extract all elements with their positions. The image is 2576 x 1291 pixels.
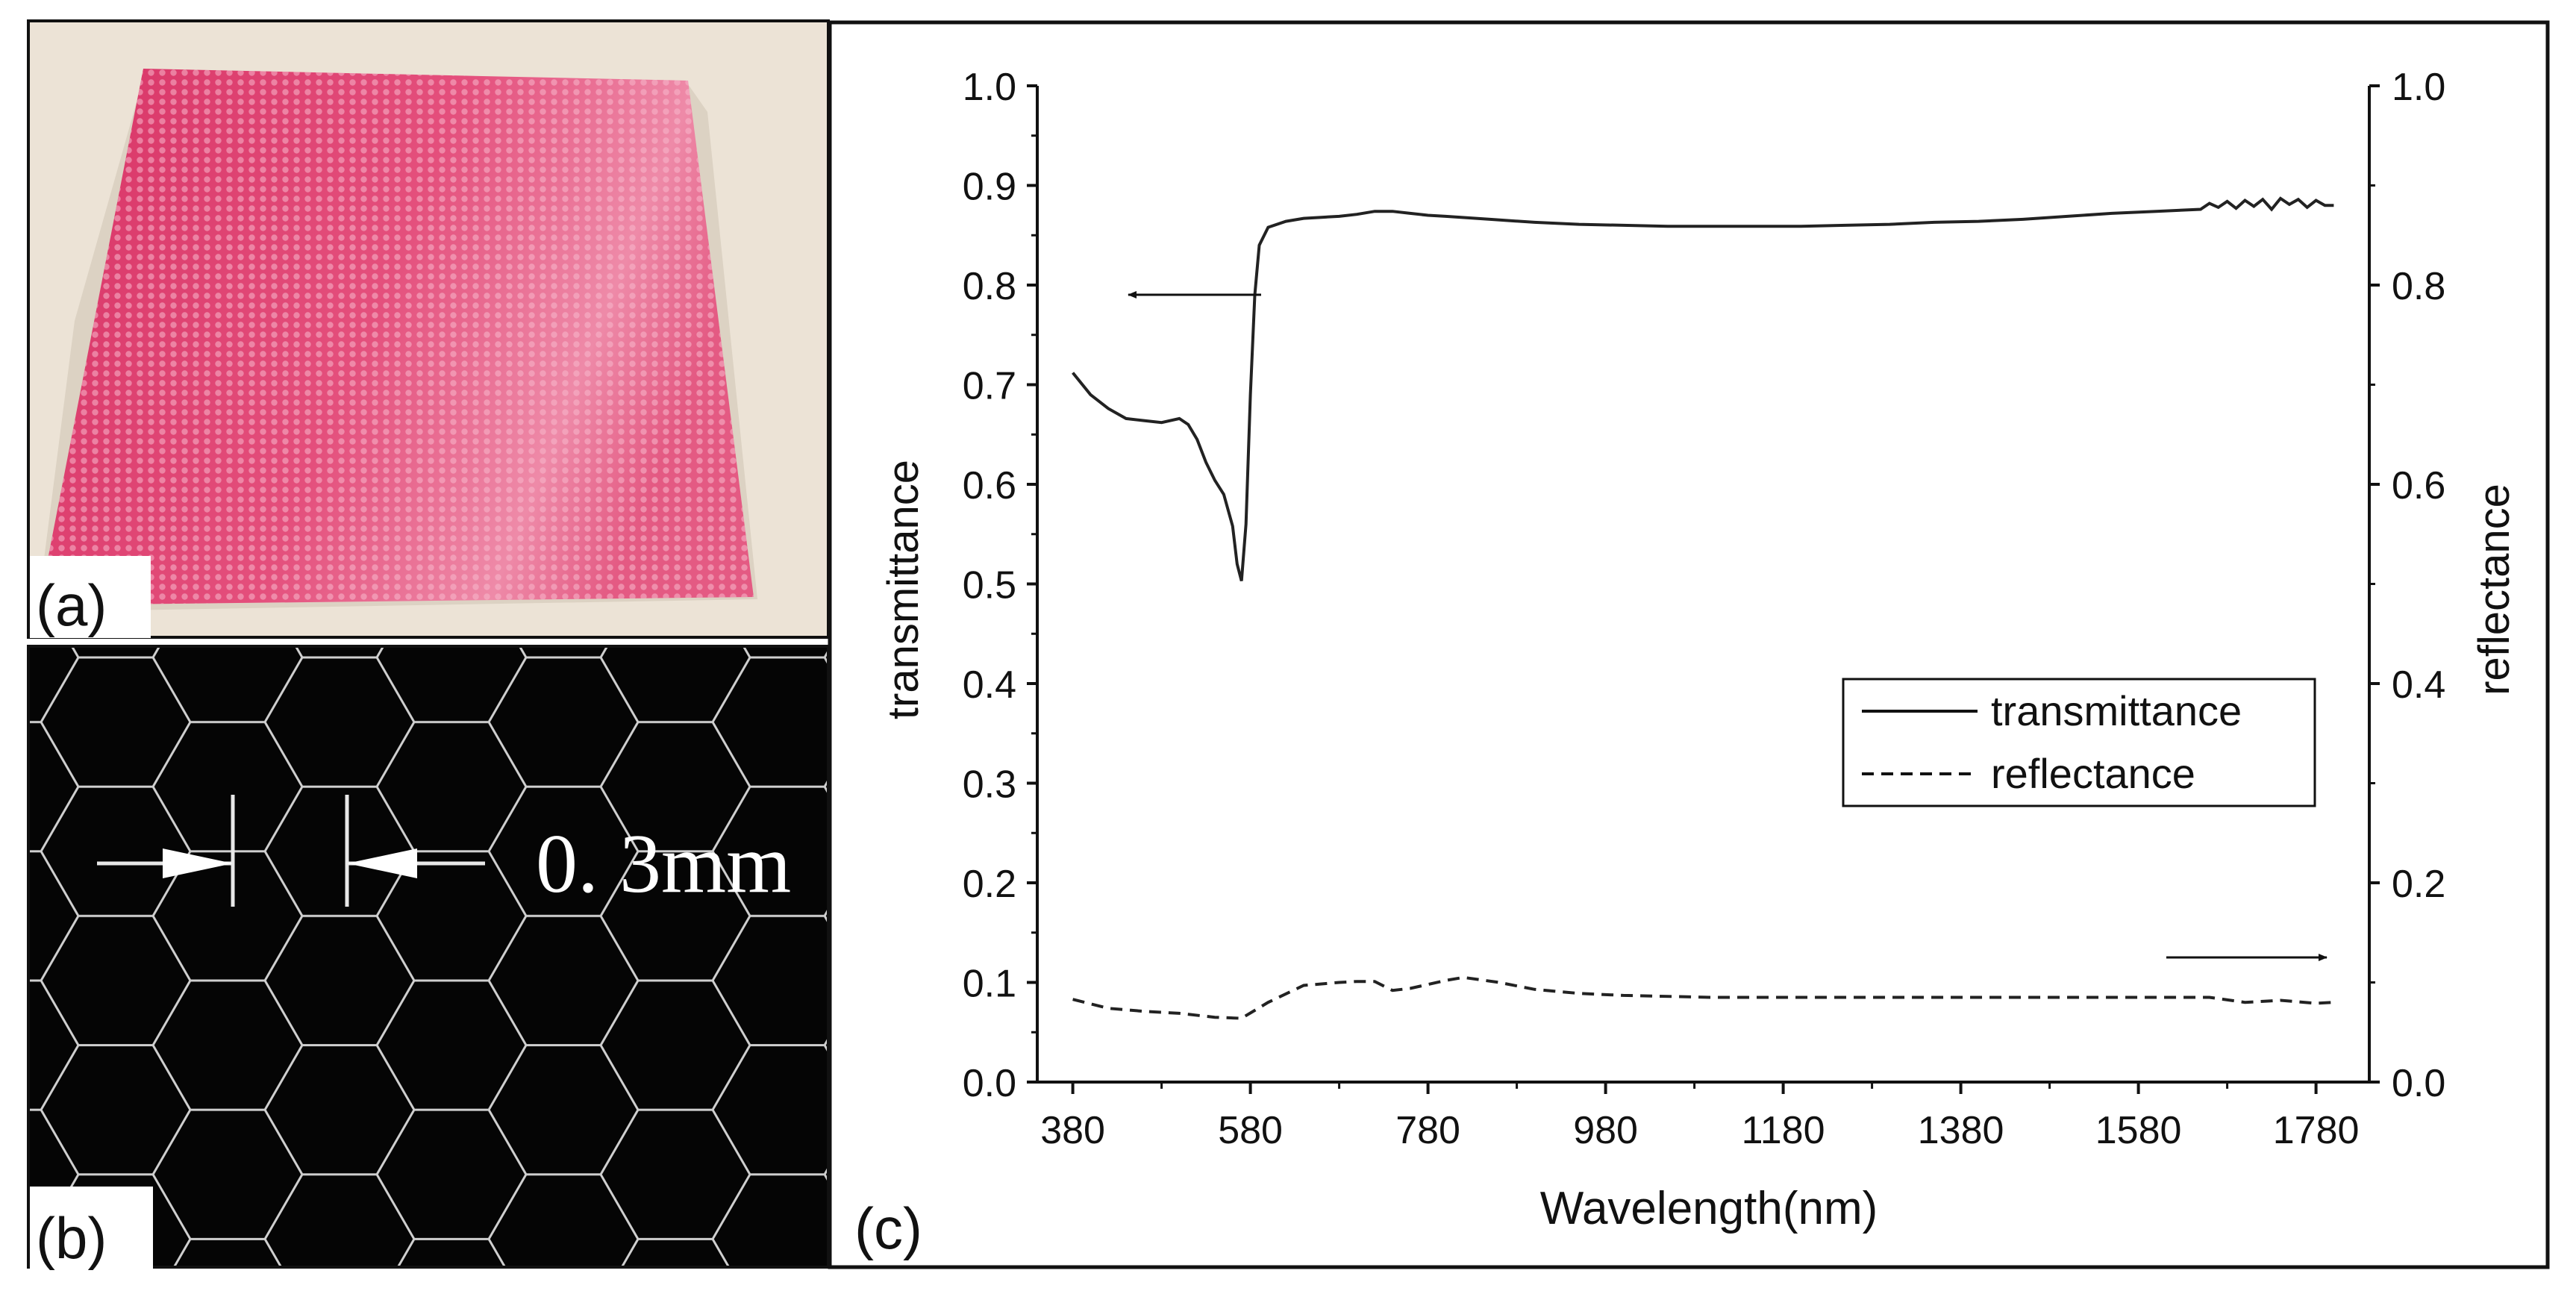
- x-tick-label: 380: [1040, 1109, 1105, 1152]
- scale-marker: [97, 795, 485, 907]
- legend-box: [1842, 678, 2316, 807]
- right-tick-label: 0.6: [2392, 464, 2445, 507]
- left-tick-label: 0.4: [963, 663, 1016, 707]
- legend: transmittance reflectance: [1842, 678, 2316, 807]
- scale-arrow-right-icon: [347, 848, 417, 878]
- left-tick-label: 0.1: [963, 963, 1016, 1006]
- left-tick-label: 0.5: [963, 564, 1016, 607]
- panel-a-label: (a): [36, 572, 107, 638]
- x-tick-group: 380 580 780 980 1180 1380 1580 1780: [1040, 1082, 2359, 1152]
- panel-a-label-box: [30, 556, 151, 638]
- right-tick-label: 0.8: [2392, 265, 2445, 308]
- panel-b-label-box: [30, 1187, 153, 1269]
- sample-bead-texture: [45, 69, 754, 604]
- right-tick-label: 1.0: [2392, 66, 2445, 109]
- left-tick-label: 0.6: [963, 464, 1016, 507]
- left-tick-label: 0.3: [963, 763, 1016, 807]
- left-tick-label: 0.0: [963, 1062, 1016, 1105]
- panel-b-honeycomb: 0. 3mm (b): [27, 645, 830, 1271]
- left-tick-label: 0.2: [963, 863, 1016, 906]
- right-tick-label: 0.2: [2392, 863, 2445, 906]
- series-transmittance-line: [1072, 196, 2334, 582]
- left-tick-label: 0.8: [963, 265, 1016, 308]
- x-tick-label: 1180: [1742, 1109, 1825, 1152]
- legend-label-transmittance: transmittance: [1991, 687, 2242, 734]
- left-tick-label: 1.0: [963, 66, 1016, 109]
- x-tick-label: 1580: [2095, 1109, 2182, 1152]
- x-tick-label: 580: [1218, 1109, 1283, 1152]
- y-axis-label-left: transmittance: [879, 460, 928, 719]
- panel-b-label: (b): [36, 1205, 107, 1271]
- scale-text: 0. 3mm: [536, 818, 791, 910]
- left-tick-label: 0.7: [963, 365, 1016, 408]
- right-tick-label: 0.0: [2392, 1062, 2445, 1105]
- y-axis-label-right: reflectance: [2470, 484, 2519, 695]
- left-tick-label: 0.9: [963, 166, 1016, 209]
- x-tick-label: 1380: [1918, 1109, 2004, 1152]
- series-reflectance-line: [1072, 975, 2334, 1020]
- x-axis-label: Wavelength(nm): [1540, 1183, 1878, 1234]
- legend-label-reflectance: reflectance: [1991, 750, 2195, 797]
- honeycomb-grid: [30, 648, 827, 1266]
- x-tick-label: 980: [1573, 1109, 1638, 1152]
- scale-arrow-left-icon: [163, 848, 233, 878]
- x-tick-label: 780: [1395, 1109, 1460, 1152]
- panel-c-chart: (c) 0.0 0.1 0.2 0.3 0.4 0.5 0.6 0.7 0.8 0.9 1.0 0.…: [828, 20, 2550, 1269]
- panel-a-photo: (a): [27, 19, 830, 639]
- panel-c-label: (c): [854, 1195, 922, 1261]
- right-tick-group: 0.0 0.2 0.4 0.6 0.8 1.0: [2369, 66, 2445, 1105]
- right-tick-label: 0.4: [2392, 663, 2445, 707]
- left-tick-group: 0.0 0.1 0.2 0.3 0.4 0.5 0.6 0.7 0.8 0.9 1.0: [963, 66, 1037, 1105]
- x-tick-label: 1780: [2273, 1109, 2360, 1152]
